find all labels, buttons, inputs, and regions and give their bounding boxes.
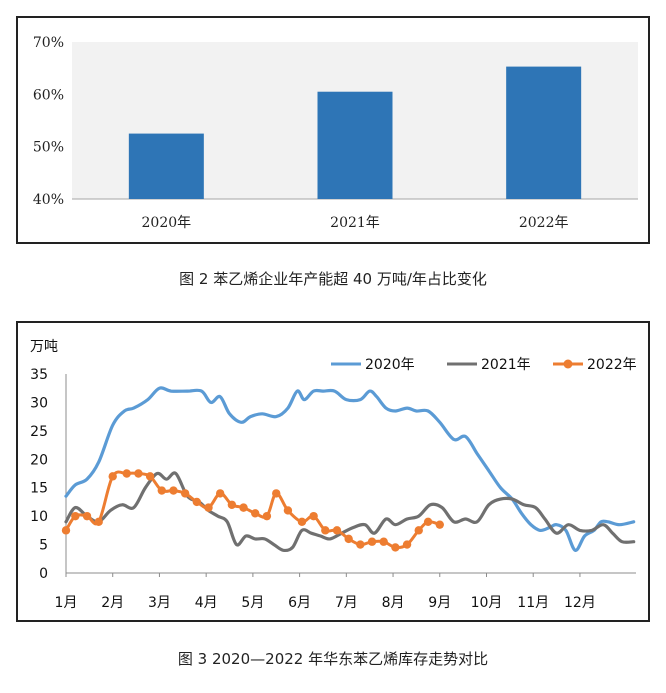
x-tick-label: 6月 [288,595,311,611]
y-tick-label: 0 [39,566,48,582]
series-point [192,497,202,507]
y-tick-label: 30 [30,395,48,411]
x-tick-label: 8月 [382,595,405,611]
x-tick-label: 1月 [55,595,78,611]
series-point [227,500,237,509]
x-tick-label: 2022年 [519,215,569,231]
x-tick-label: 2月 [101,595,124,611]
y-tick-label: 35 [30,367,48,383]
y-tick-label: 60% [33,87,64,103]
x-tick-label: 4月 [195,595,218,611]
series-point [262,511,272,521]
series-point [82,511,92,521]
x-tick-label: 2020年 [142,215,192,231]
series-point [251,509,260,518]
bar-2 [317,91,393,199]
series-point [272,489,281,498]
legend-marker [563,359,573,369]
series-point [402,540,412,549]
series-point [145,472,155,481]
series-point [283,506,293,515]
series-point [414,526,423,535]
series-point [379,537,388,546]
series-point [169,486,178,495]
series-point [309,511,318,521]
series-point [122,469,131,478]
y-axis-unit-label: 万吨 [30,339,58,355]
y-tick-label: 15 [30,481,48,497]
series-point [134,469,143,478]
series-point [94,517,103,527]
series-point [423,517,433,527]
series-point [344,534,353,544]
y-tick-label: 20 [30,452,48,468]
legend-label: 2020年 [365,357,415,373]
x-tick-label: 11月 [517,595,549,611]
y-tick-label: 10 [30,509,48,525]
series-point [61,526,71,535]
x-tick-label: 7月 [335,595,358,611]
x-tick-label: 9月 [428,595,451,611]
series-point [367,537,377,546]
series-point [321,526,330,535]
series-line-2 [64,471,636,553]
y-tick-label: 70% [33,35,64,51]
series-point [356,540,365,549]
x-tick-label: 5月 [241,595,264,611]
y-tick-label: 50% [33,140,64,156]
series-line-3 [64,470,442,550]
series-point [435,520,444,529]
series-point [108,472,117,481]
series-point [391,543,400,552]
legend-label: 2022年 [587,357,637,373]
y-tick-label: 40% [33,192,64,208]
x-tick-label: 3月 [148,595,171,611]
y-tick-label: 5 [39,538,48,554]
series-point [180,489,190,498]
series-point [71,511,80,521]
figure-3-caption: 图 3 2020—2022 年华东苯乙烯库存走势对比 [177,650,489,668]
x-tick-label: 12月 [564,595,596,611]
series-point [239,503,248,512]
y-tick-label: 25 [30,424,48,440]
series-point [204,503,213,512]
bar-3 [506,66,582,199]
series-point [157,486,166,495]
x-tick-label: 10月 [471,595,503,611]
x-tick-label: 2021年 [330,215,380,231]
figure-2-caption: 图 2 苯乙烯企业年产能超 40 万吨/年占比变化 [179,270,487,288]
series-point [215,489,225,498]
series-point [297,517,307,527]
series-point [332,526,342,535]
bar-1 [128,133,204,199]
legend-label: 2021年 [481,357,531,373]
